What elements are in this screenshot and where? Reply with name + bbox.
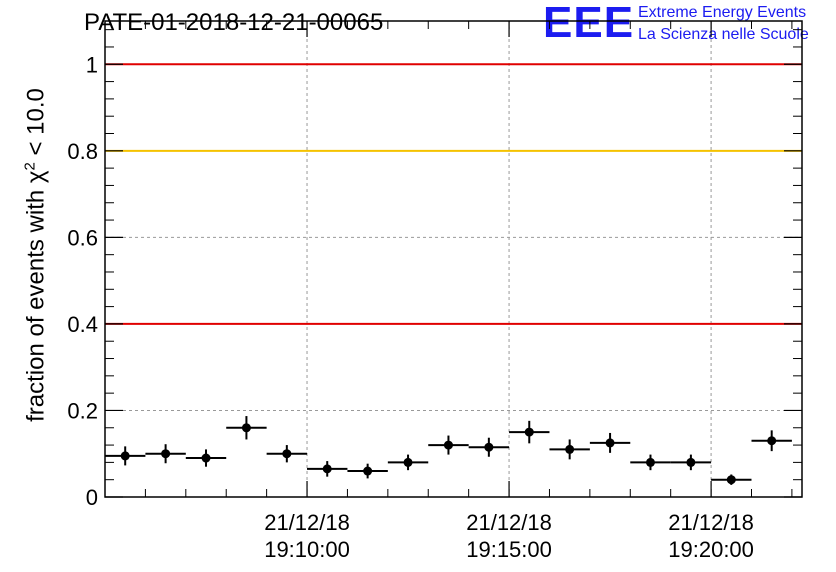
data-point (403, 457, 413, 467)
x-tick-label-time: 19:20:00 (668, 537, 754, 562)
x-tick-label-date: 21/12/18 (466, 510, 552, 535)
data-point (201, 453, 211, 463)
data-points (105, 416, 792, 485)
eee-logo-mark: EEE (543, 0, 635, 47)
y-tick-label: 0.2 (67, 398, 98, 423)
data-point (484, 442, 494, 452)
data-point (565, 444, 575, 454)
data-point (524, 427, 534, 437)
data-point (241, 423, 251, 433)
data-point (120, 451, 130, 461)
data-point (605, 438, 615, 448)
logo-line-2: La Scienza nelle Scuole (638, 26, 809, 43)
grid-layer (105, 21, 802, 497)
logo-line-1: Extreme Energy Events (638, 4, 807, 21)
y-tick-label: 0.6 (67, 225, 98, 250)
y-tick-label: 0.8 (67, 139, 98, 164)
axis-ticks: 00.20.40.60.8121/12/1819:10:0021/12/1819… (67, 21, 802, 562)
y-tick-label: 1 (86, 52, 98, 77)
x-tick-label-time: 19:10:00 (264, 537, 350, 562)
data-point (322, 464, 332, 474)
y-tick-label: 0.4 (67, 312, 98, 337)
data-point (443, 440, 453, 450)
data-point (282, 449, 292, 459)
data-point (161, 449, 171, 459)
x-tick-label-date: 21/12/18 (668, 510, 754, 535)
reference-lines (105, 63, 802, 325)
x-tick-label-time: 19:15:00 (466, 537, 552, 562)
data-point (726, 475, 736, 485)
data-point (645, 457, 655, 467)
data-point (767, 436, 777, 446)
y-tick-label: 0 (86, 485, 98, 510)
eee-logo: EEE Extreme Energy Events La Scienza nel… (543, 0, 833, 47)
plot-frame (104, 20, 803, 498)
x-tick-label-date: 21/12/18 (264, 510, 350, 535)
chart-title: PATE-01-2018-12-21-00065 (84, 9, 384, 36)
data-point (686, 457, 696, 467)
data-point (363, 466, 373, 476)
